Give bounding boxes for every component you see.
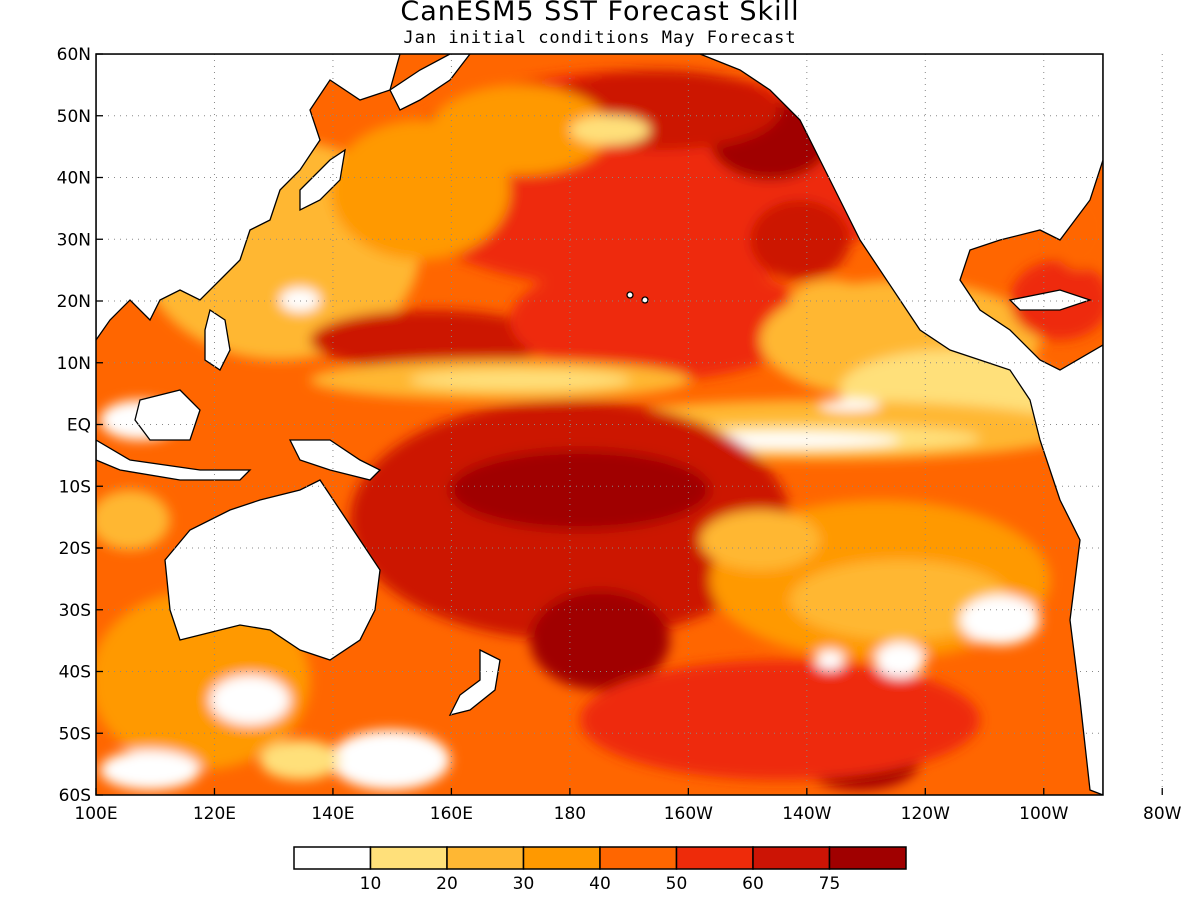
lon-label: 120E (193, 804, 236, 824)
lat-label: 20N (57, 292, 91, 312)
lon-label: 160E (430, 804, 473, 824)
legend-label: 10 (360, 874, 382, 894)
lon-label: 100E (74, 804, 117, 824)
lon-label: 140W (782, 804, 831, 824)
color-legend: 10 20 30 40 50 60 75 (293, 846, 907, 894)
lon-label: 100W (1019, 804, 1068, 824)
lat-label: 10N (57, 354, 91, 374)
lat-label: EQ (67, 416, 91, 436)
legend-swatch (675, 846, 754, 870)
lat-label: 40S (59, 663, 91, 683)
lat-label: 30N (57, 230, 91, 250)
legend-label: 75 (819, 874, 841, 894)
legend-swatch (599, 846, 678, 870)
lat-label: 40N (57, 169, 91, 189)
lon-label: 140E (311, 804, 354, 824)
legend-swatch (752, 846, 831, 870)
lon-label: 160W (664, 804, 713, 824)
legend-label: 50 (666, 874, 688, 894)
lon-label: 180 (554, 804, 586, 824)
legend-label: 40 (589, 874, 611, 894)
lat-label: 20S (59, 539, 91, 559)
skill-field (96, 54, 1103, 795)
lat-label: 10S (59, 477, 91, 497)
legend-swatch (446, 846, 525, 870)
latitude-labels: 60N 50N 40N 30N 20N 10N EQ 10S 20S 30S 40S 50S 60S (57, 45, 103, 806)
legend-swatch (828, 846, 907, 870)
lat-label: 60S (59, 786, 91, 806)
legend-swatch (522, 846, 601, 870)
legend-swatch (293, 846, 372, 870)
legend-label: 20 (436, 874, 458, 894)
lat-label: 60N (57, 45, 91, 65)
map-subtitle: Jan initial conditions May Forecast (403, 28, 797, 48)
legend-label: 30 (513, 874, 535, 894)
longitude-labels: 100E 120E 140E 160E 180 160W 140W 120W 100W 80W (74, 788, 1182, 824)
legend-label: 60 (742, 874, 764, 894)
lat-label: 50S (59, 724, 91, 744)
legend-swatch (369, 846, 448, 870)
lat-label: 30S (59, 601, 91, 621)
lon-label: 80W (1143, 804, 1182, 824)
lon-label: 120W (901, 804, 950, 824)
lat-label: 50N (57, 107, 91, 127)
map-title: CanESM5 SST Forecast Skill (400, 0, 800, 27)
